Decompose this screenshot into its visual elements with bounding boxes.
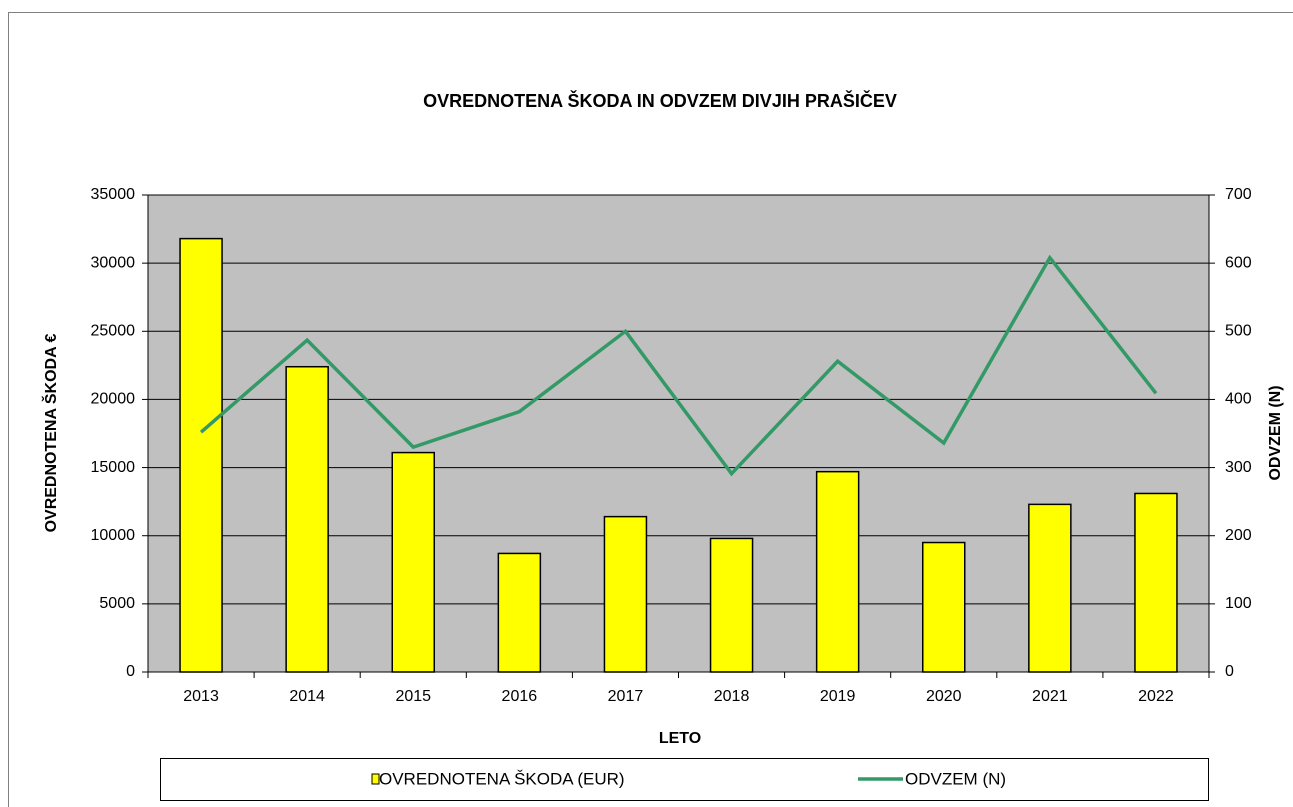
x-tick-label: 2019 (820, 688, 856, 705)
legend (160, 758, 1209, 801)
legend-swatch (371, 773, 380, 785)
y-tick-label: 0 (126, 663, 135, 680)
line (199, 254, 1158, 477)
y-tick-label: 35000 (91, 186, 136, 203)
legend-label: OVREDNOTENA ŠKODA (EUR) (379, 769, 625, 788)
x-tick-label: 2013 (183, 688, 219, 705)
y2-tick-label: 500 (1225, 323, 1252, 340)
bar (1028, 503, 1072, 673)
y-tick-label: 25000 (91, 323, 136, 340)
bar (815, 470, 860, 673)
bar (285, 365, 329, 673)
x-axis-label: LETO (659, 730, 701, 747)
x-tick-label: 2016 (502, 688, 538, 705)
x-tick-label: 2021 (1032, 688, 1068, 705)
x-tick-label: 2014 (289, 688, 325, 705)
y-tick-label: 5000 (99, 595, 135, 612)
y2-tick-label: 0 (1225, 663, 1234, 680)
y2-tick-label: 100 (1225, 595, 1252, 612)
bar (497, 552, 542, 673)
bar (1134, 492, 1178, 673)
y2-tick-label: 400 (1225, 391, 1252, 408)
bar (179, 237, 223, 673)
y-tick-label: 20000 (91, 391, 136, 408)
x-tick-label: 2015 (395, 688, 431, 705)
x-tick-label: 2020 (926, 688, 962, 705)
y2-tick-label: 300 (1225, 459, 1252, 476)
bar (709, 537, 754, 673)
y2-tick-label: 600 (1225, 254, 1252, 271)
y-tick-label: 30000 (91, 254, 136, 271)
y-tick-label: 10000 (91, 527, 136, 544)
bar (391, 451, 435, 673)
bar (922, 541, 966, 673)
y2-axis-label: ODVZEM (N) (1267, 385, 1284, 480)
x-tick-label: 2017 (608, 688, 644, 705)
y2-tick-label: 200 (1225, 527, 1252, 544)
legend-label: ODVZEM (N) (905, 769, 1006, 788)
y-tick-label: 15000 (91, 459, 136, 476)
bar (603, 515, 648, 673)
chart-title: OVREDNOTENA ŠKODA IN ODVZEM DIVJIH PRAŠI… (423, 90, 897, 111)
y2-tick-label: 700 (1225, 186, 1252, 203)
x-tick-label: 2022 (1138, 688, 1174, 705)
x-tick-label: 2018 (714, 688, 750, 705)
y-axis-label: OVREDNOTENA ŠKODA € (41, 333, 60, 532)
